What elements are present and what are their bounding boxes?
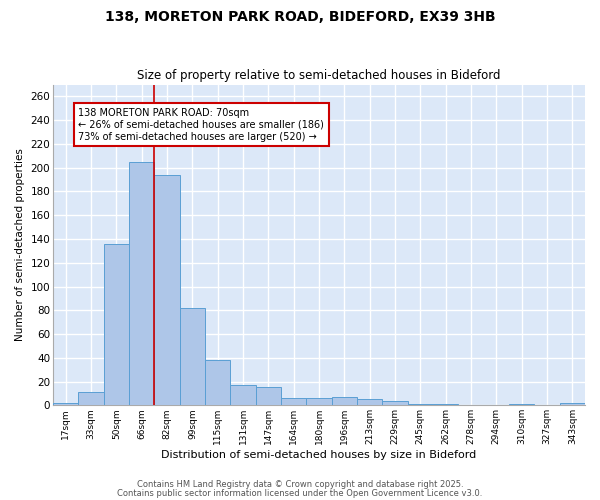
Text: Contains public sector information licensed under the Open Government Licence v3: Contains public sector information licen… (118, 488, 482, 498)
Bar (129, 162, 154, 406)
Bar (230, 385, 256, 406)
Bar (332, 397, 357, 406)
Text: Contains HM Land Registry data © Crown copyright and database right 2025.: Contains HM Land Registry data © Crown c… (137, 480, 463, 489)
Bar (407, 404, 433, 406)
Bar (154, 175, 180, 406)
Bar (281, 398, 307, 406)
Bar (104, 244, 129, 406)
Bar (433, 404, 458, 406)
Title: Size of property relative to semi-detached houses in Bideford: Size of property relative to semi-detach… (137, 69, 501, 82)
Bar (53, 403, 79, 406)
Bar (382, 400, 407, 406)
Y-axis label: Number of semi-detached properties: Number of semi-detached properties (15, 148, 25, 342)
Bar (205, 360, 230, 406)
X-axis label: Distribution of semi-detached houses by size in Bideford: Distribution of semi-detached houses by … (161, 450, 476, 460)
Bar (79, 392, 104, 406)
Bar (357, 400, 382, 406)
Text: 138, MORETON PARK ROAD, BIDEFORD, EX39 3HB: 138, MORETON PARK ROAD, BIDEFORD, EX39 3… (104, 10, 496, 24)
Bar (560, 403, 585, 406)
Bar (256, 388, 281, 406)
Text: 138 MORETON PARK ROAD: 70sqm
← 26% of semi-detached houses are smaller (186)
73%: 138 MORETON PARK ROAD: 70sqm ← 26% of se… (79, 108, 324, 142)
Bar (180, 308, 205, 406)
Bar (307, 398, 332, 406)
Bar (509, 404, 535, 406)
